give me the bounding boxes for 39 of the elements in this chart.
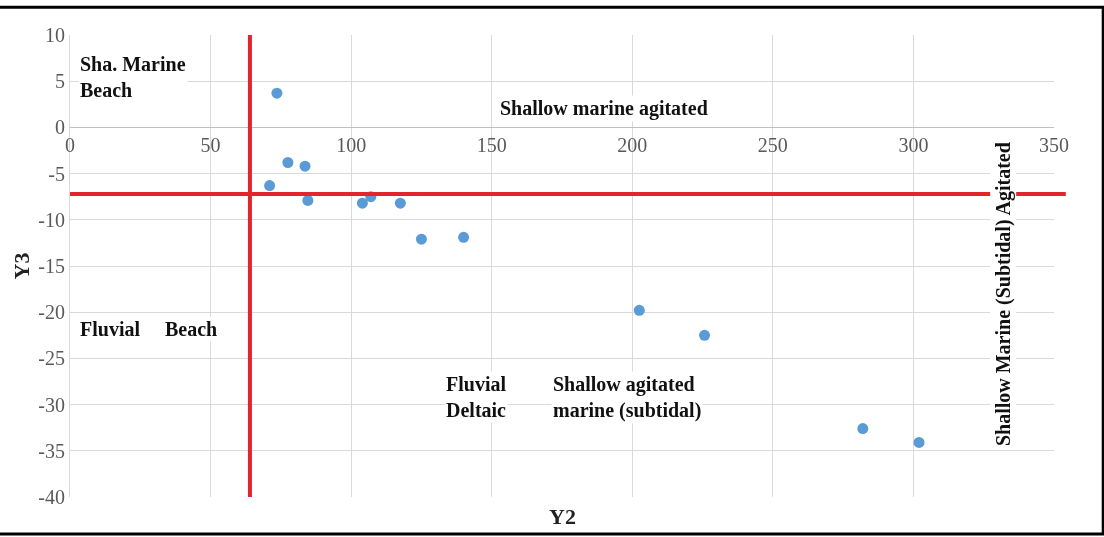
y-tick-label: 0 xyxy=(55,116,65,139)
y-tick-label: -20 xyxy=(38,301,65,324)
y-tick-label: -30 xyxy=(38,393,65,416)
y-tick-label: -40 xyxy=(38,486,65,508)
annotation: Shallow agitated marine (subtidal) xyxy=(553,373,702,422)
annotation: Fluvial xyxy=(80,318,141,340)
point xyxy=(394,197,406,209)
y-tick-label: -35 xyxy=(38,439,65,462)
point xyxy=(415,233,427,245)
x-tick-label: 50 xyxy=(200,134,221,157)
x-tick-label: 200 xyxy=(617,134,648,157)
y-tick-label: 5 xyxy=(55,70,65,93)
x-tick-label: 350 xyxy=(1039,134,1069,157)
point xyxy=(271,87,283,99)
x-tick-label: 150 xyxy=(476,134,507,157)
y-tick-label: -10 xyxy=(38,208,65,231)
point xyxy=(857,423,869,435)
point xyxy=(699,329,711,341)
y-tick-label: -15 xyxy=(38,255,65,277)
annotation: Sha. Marine Beach xyxy=(80,53,186,101)
x-tick-label: 250 xyxy=(757,134,788,157)
x-tick-label: 300 xyxy=(898,134,929,157)
y-tick-label: -5 xyxy=(48,162,65,185)
x-axis-title: Y2 xyxy=(549,504,576,529)
point xyxy=(264,180,276,192)
y-axis-title: Y3 xyxy=(9,252,35,280)
x-tick-label: 100 xyxy=(336,134,367,157)
point xyxy=(299,160,311,172)
y-tick-label: 10 xyxy=(45,24,65,46)
annotation: Shallow Marine (Subtidal) Agitated xyxy=(991,142,1015,447)
annotation: Shallow marine agitated xyxy=(500,97,708,120)
point xyxy=(356,197,368,209)
annotation: Fluvial Deltaic xyxy=(446,373,507,421)
point xyxy=(282,157,294,169)
point xyxy=(913,436,925,448)
y-tick-label: -25 xyxy=(38,347,65,370)
point xyxy=(458,231,470,243)
annotation: Beach xyxy=(165,318,218,340)
point xyxy=(633,304,645,316)
